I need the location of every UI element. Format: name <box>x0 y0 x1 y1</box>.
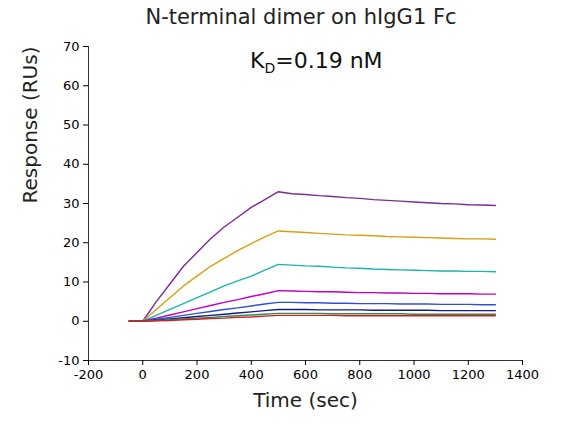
svg-text:70: 70 <box>63 39 80 54</box>
svg-text:0: 0 <box>71 313 79 328</box>
svg-text:600: 600 <box>293 367 318 382</box>
svg-text:1400: 1400 <box>506 367 539 382</box>
svg-text:1000: 1000 <box>397 367 430 382</box>
svg-text:-10: -10 <box>58 353 79 368</box>
svg-text:Response (RUs): Response (RUs) <box>18 47 42 204</box>
svg-text:Time (sec): Time (sec) <box>252 388 358 412</box>
svg-text:60: 60 <box>63 78 80 93</box>
svg-text:-200: -200 <box>74 367 104 382</box>
svg-text:30: 30 <box>63 196 80 211</box>
svg-text:1200: 1200 <box>452 367 485 382</box>
svg-text:10: 10 <box>63 274 80 289</box>
svg-text:400: 400 <box>239 367 264 382</box>
svg-text:40: 40 <box>63 156 80 171</box>
html-text:N-terminal dimer on hIgG1 Fc: N-terminal dimer on hIgG1 Fc <box>145 5 457 29</box>
svg-text:20: 20 <box>63 235 80 250</box>
html-text:KD=0.19 nM: KD=0.19 nM <box>250 48 383 77</box>
svg-text:50: 50 <box>63 117 80 132</box>
svg-text:800: 800 <box>347 367 372 382</box>
svg-text:200: 200 <box>185 367 210 382</box>
svg-text:0: 0 <box>139 367 147 382</box>
